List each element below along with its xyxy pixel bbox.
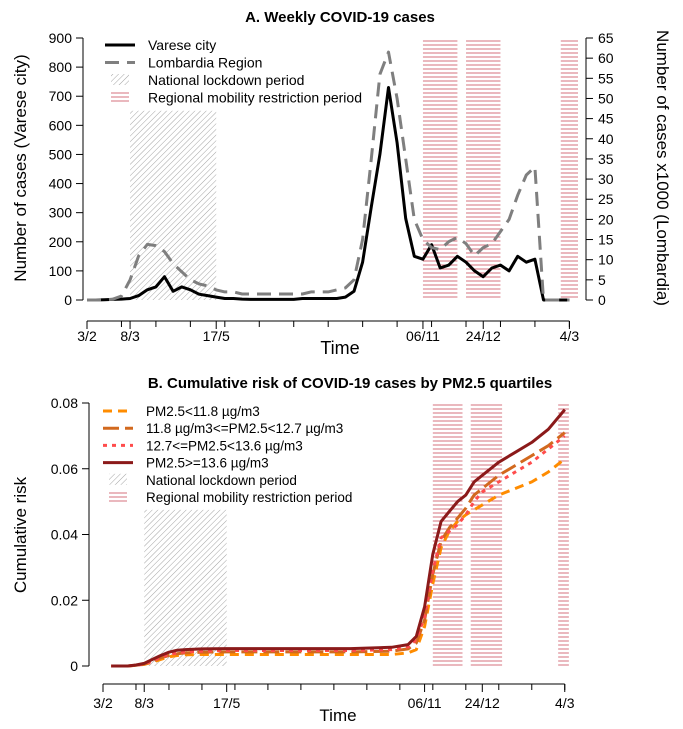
panel-b-series-lines [111, 408, 566, 668]
panel-a-y2-tick-label: 45 [598, 111, 614, 127]
legend-label: Regional mobility restriction period [146, 490, 352, 505]
panel-a-y2-tick-label: 5 [598, 272, 606, 288]
panel-a-y-tick-label: 500 [49, 146, 73, 162]
panel-a-x-tick-label: 8/3 [120, 328, 140, 344]
panel-a-y-tick-label: 800 [49, 59, 73, 75]
series-line-lombardia [87, 50, 570, 302]
panel-b-x-tick-label: 3/2 [93, 695, 113, 711]
legend-label: National lockdown period [146, 473, 297, 488]
panel-a-y-axis-label: Number of cases (Varese city) [11, 54, 30, 281]
legend-swatch-fill [109, 473, 127, 485]
panel-a-y2-tick-label: 25 [598, 191, 614, 207]
legend-label: Regional mobility restriction period [148, 90, 362, 106]
panel-a-y-tick-label: 900 [49, 30, 73, 46]
panel-b-x-tick-label: 17/5 [213, 695, 240, 711]
panel-a-x-axis-label: Time [320, 338, 359, 358]
panel-b-chart: B. Cumulative risk of COVID-19 cases by … [11, 375, 575, 725]
panel-a-y2-axis-label: Number of cases x1000 (Lombardia) [653, 30, 672, 306]
panel-a-series-lines [87, 50, 570, 302]
panel-a-x-tick-label: 06/11 [406, 328, 440, 344]
legend-label: Lombardia Region [148, 55, 262, 71]
panel-b-x-axis-label: Time [319, 706, 356, 724]
panel-a-y2-tick-label: 15 [598, 232, 614, 248]
panel-b-y-tick-label: 0.08 [51, 395, 78, 411]
panel-a-y2-tick-label: 10 [598, 252, 614, 268]
panel-b-x-tick-label: 24/12 [465, 695, 500, 711]
panel-b-y-tick-label: 0.06 [51, 461, 78, 477]
legend-swatch-fill [109, 491, 127, 502]
series-line-pm25-q4 [111, 408, 566, 668]
panel-b-x-tick-label: 06/11 [408, 695, 442, 711]
series-line-pm25-q3 [111, 434, 566, 668]
panel-a-x-tick-label: 3/2 [77, 328, 97, 344]
panel-a-y-tick-label: 100 [49, 263, 73, 279]
panel-a-y2-tick-label: 0 [598, 292, 606, 308]
panel-a-x-tick-label: 17/5 [203, 328, 230, 344]
panel-a-x-tick-label: 4/3 [560, 328, 580, 344]
panel-a-y2-tick-label: 35 [598, 151, 614, 167]
panel-b-title: B. Cumulative risk of COVID-19 cases by … [148, 375, 552, 392]
legend-swatch-fill [111, 91, 129, 103]
panel-a-y2-tick-label: 30 [598, 171, 614, 187]
panel-a-y-tick-label: 300 [49, 205, 73, 221]
panel-a-chart: A. Weekly COVID-19 cases 010020030040050… [11, 9, 672, 358]
panel-b-x-tick-label: 4/3 [555, 695, 575, 711]
panel-a-x-tick-label: 24/12 [466, 328, 501, 344]
panel-a-y2-tick-label: 20 [598, 211, 614, 227]
restriction-shade-2 [466, 38, 501, 300]
panel-b-y-axis-label: Cumulative risk [11, 476, 30, 593]
panel-a-y2-tick-label: 60 [598, 50, 614, 66]
series-line-pm25-q2 [111, 431, 566, 668]
panel-b-y-tick-label: 0 [70, 658, 78, 674]
panel-b-y-tick-label: 0.04 [51, 527, 78, 543]
restriction-shade-2 [470, 403, 503, 666]
legend-label: National lockdown period [148, 72, 304, 88]
panel-b-axes: 0 0.02 0.04 0.06 0.08 3/2 8/3 17/5 06/11 24/12 4/3 [51, 395, 575, 711]
panel-a-y-tick-label: 700 [49, 88, 73, 104]
panel-b-x-tick-label: 8/3 [134, 695, 154, 711]
legend-label: PM2.5<11.8 µg/m3 [146, 404, 260, 419]
panel-b-legend: PM2.5<11.8 µg/m3 11.8 µg/m3<=PM2.5<12.7 µ… [103, 404, 352, 505]
panel-a-y2-tick-label: 55 [598, 70, 614, 86]
lockdown-shade-0 [144, 509, 227, 666]
panel-a-y2-tick-label: 50 [598, 90, 614, 106]
legend-label: 12.7<=PM2.5<13.6 µg/m3 [146, 438, 303, 453]
panel-a-shaded-periods [130, 38, 578, 301]
restriction-shade-1 [422, 38, 458, 300]
panel-a-y-tick-label: 200 [49, 234, 73, 250]
series-line-varese [87, 86, 570, 302]
panel-a-y-tick-label: 0 [64, 292, 72, 308]
panel-b-y-tick-label: 0.02 [51, 592, 78, 608]
lockdown-shade-0 [130, 110, 217, 301]
legend-swatch-fill [111, 74, 129, 85]
panel-a-y2-tick-label: 65 [598, 30, 614, 46]
panel-a-y-tick-label: 600 [49, 117, 73, 133]
restriction-shade-3 [558, 403, 569, 666]
panel-b-shaded-periods [144, 403, 569, 666]
legend-label: 11.8 µg/m3<=PM2.5<12.7 µg/m3 [146, 421, 343, 436]
panel-a-y2-tick-label: 40 [598, 131, 614, 147]
panel-a-y-tick-label: 400 [49, 176, 73, 192]
legend-label: Varese city [148, 37, 216, 53]
panel-a-axes: 0 100 200 300 400 500 600 700 800 900 0 5 10 15 20 25 30… [49, 30, 614, 344]
legend-label: PM2.5>=13.6 µg/m3 [146, 456, 269, 471]
restriction-shade-3 [560, 38, 578, 300]
panel-a-title: A. Weekly COVID-19 cases [245, 9, 435, 26]
